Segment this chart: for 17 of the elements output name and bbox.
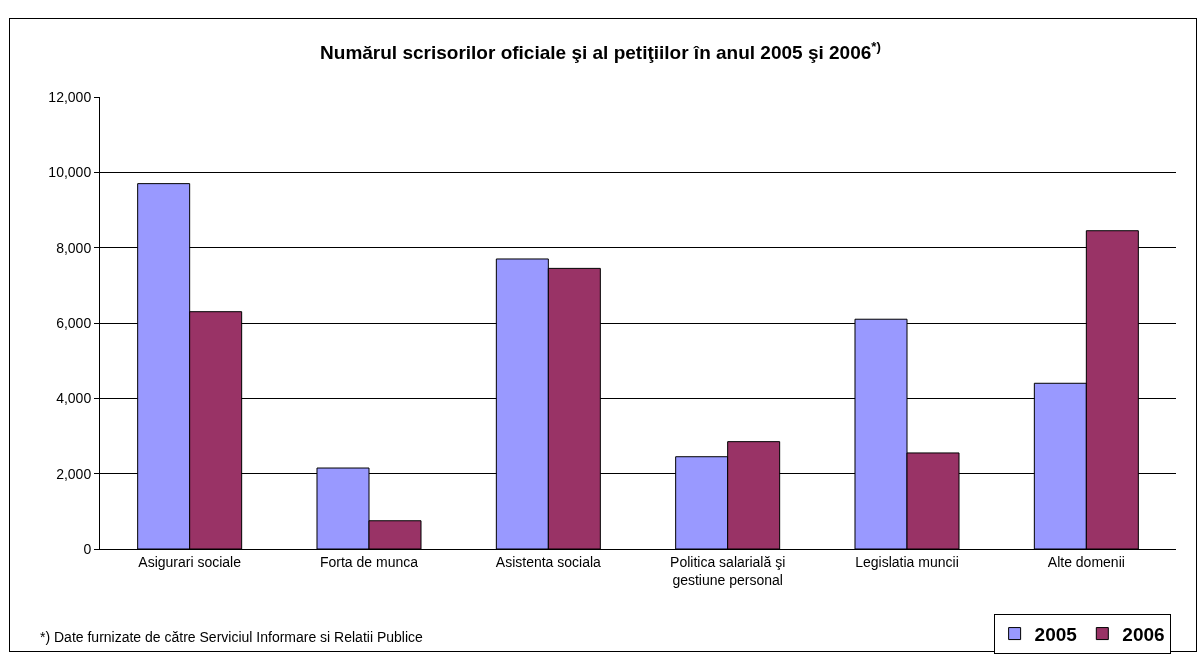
x-tick-label: Forta de munca bbox=[319, 553, 419, 570]
text: *) Date furnizate de către Serviciul Informare si Relatii Publice bbox=[40, 629, 424, 645]
legend-label: 2006 bbox=[1122, 623, 1165, 645]
legend-label: 2005 bbox=[1034, 623, 1078, 645]
y-tick-label: 8,000 bbox=[56, 239, 92, 256]
y-tick-label: 10,000 bbox=[48, 164, 92, 181]
x-tick-label: Politica salarială şi gestiune personal bbox=[670, 553, 786, 588]
x-tick-label: Asigurari sociale bbox=[138, 553, 242, 570]
x-tick-label: Alte domenii bbox=[1047, 553, 1125, 570]
y-tick-label: 4,000 bbox=[56, 390, 92, 407]
y-tick-label: 6,000 bbox=[56, 314, 92, 331]
x-tick-label: Legislatia muncii bbox=[855, 553, 959, 570]
chart-title: Numărul scrisorilor oficiale şi al petiţiilor în anul 2005 şi 2006$^{*)}$ bbox=[320, 39, 881, 64]
y-tick-label: 0 bbox=[83, 540, 92, 557]
y-tick-label: 12,000 bbox=[48, 88, 92, 105]
x-tick-label: Asistenta sociala bbox=[495, 553, 602, 570]
y-tick-label: 2,000 bbox=[56, 465, 92, 482]
